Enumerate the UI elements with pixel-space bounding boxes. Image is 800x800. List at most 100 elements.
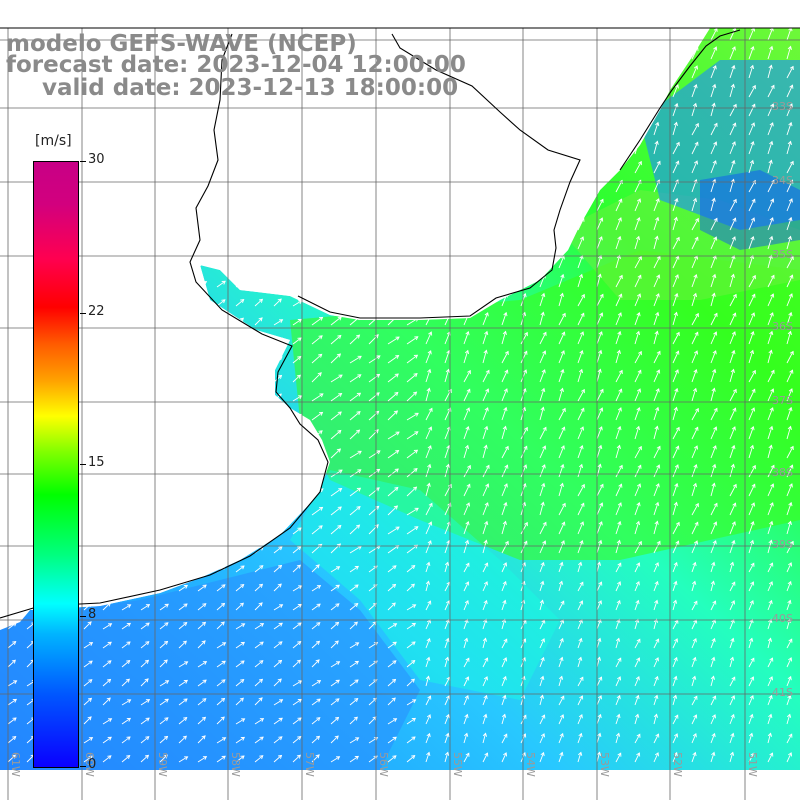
- wind-arrow: [691, 217, 699, 231]
- wind-arrow: [710, 236, 718, 250]
- wind-arrow: [349, 716, 358, 725]
- wind-arrow: [634, 483, 642, 497]
- wind-arrow: [729, 600, 736, 611]
- wind-arrow: [444, 695, 451, 706]
- wind-arrow: [767, 676, 773, 687]
- wind-arrow: [653, 540, 661, 554]
- wind-arrow: [615, 217, 622, 231]
- valid-date: valid date: 2023-12-13 18:00:00: [42, 75, 459, 101]
- wind-arrow: [634, 198, 642, 212]
- wind-arrow: [653, 752, 659, 763]
- wind-arrow: [672, 406, 678, 421]
- wind-arrow: [501, 580, 507, 592]
- wind-arrow: [786, 445, 794, 459]
- wind-arrow: [425, 350, 432, 364]
- wind-arrow: [691, 751, 697, 763]
- wind-arrow: [292, 356, 302, 364]
- wind-arrow: [558, 273, 565, 288]
- wind-arrow: [634, 657, 641, 668]
- wind-arrow: [387, 736, 397, 744]
- wind-arrow: [577, 521, 585, 535]
- wind-arrow: [311, 717, 321, 725]
- wind-arrow: [577, 732, 583, 744]
- wind-arrow: [273, 641, 283, 649]
- wind-arrow: [729, 273, 735, 288]
- wind-arrow: [596, 539, 603, 554]
- wind-arrow: [216, 299, 226, 307]
- wind-arrow: [729, 581, 736, 592]
- wind-arrow: [501, 369, 509, 383]
- wind-arrow: [254, 298, 264, 307]
- wind-arrow: [710, 600, 717, 611]
- wind-arrow: [482, 713, 488, 725]
- wind-arrow: [596, 349, 603, 364]
- wind-arrow: [577, 751, 583, 763]
- wind-arrow: [653, 483, 660, 497]
- wind-arrow: [140, 699, 151, 706]
- wind-arrow: [710, 368, 717, 383]
- wind-arrow: [387, 336, 400, 345]
- wind-arrow: [330, 524, 342, 535]
- wind-arrow: [710, 502, 718, 516]
- wind-arrow: [292, 717, 302, 725]
- wind-arrow: [672, 656, 678, 668]
- wind-arrow: [7, 754, 16, 763]
- wind-arrow: [216, 602, 226, 611]
- wind-arrow: [767, 407, 774, 421]
- wind-arrow: [672, 445, 680, 459]
- wind-arrow: [615, 618, 621, 630]
- wind-arrow: [539, 292, 546, 307]
- wind-arrow: [406, 755, 416, 763]
- wind-arrow: [786, 425, 792, 440]
- wind-arrow: [349, 603, 359, 611]
- wind-arrow: [634, 235, 641, 250]
- wind-arrow: [767, 254, 773, 269]
- wind-arrow: [634, 520, 641, 535]
- wind-arrow: [653, 520, 659, 535]
- wind-arrow: [349, 374, 362, 383]
- wind-arrow: [729, 444, 736, 459]
- wind-arrow: [539, 656, 545, 668]
- wind-arrow: [672, 141, 680, 155]
- wind-arrow: [501, 388, 508, 402]
- wind-arrow: [140, 736, 150, 744]
- wind-arrow: [387, 565, 397, 573]
- wind-arrow: [577, 368, 584, 383]
- wind-arrow: [691, 732, 697, 744]
- wind-arrow: [501, 483, 508, 497]
- wind-arrow: [406, 622, 417, 630]
- wind-arrow: [425, 407, 433, 421]
- wind-arrow: [330, 603, 340, 611]
- wind-arrow: [349, 487, 362, 497]
- wind-arrow: [102, 718, 113, 725]
- wind-arrow: [596, 273, 602, 288]
- wind-arrow: [691, 675, 697, 687]
- wind-arrow: [330, 316, 342, 326]
- wind-arrow: [691, 122, 699, 136]
- wind-arrow: [501, 350, 509, 364]
- wind-arrow: [406, 391, 418, 402]
- wind-arrow: [596, 293, 604, 307]
- wind-arrow: [691, 445, 699, 459]
- wind-arrow: [444, 463, 450, 478]
- wind-arrow: [577, 331, 585, 345]
- wind-arrow: [235, 584, 245, 592]
- wind-arrow: [444, 561, 450, 573]
- wind-arrow: [539, 733, 545, 744]
- wind-arrow: [292, 659, 301, 668]
- wind-arrow: [615, 293, 623, 307]
- wind-arrow: [273, 546, 283, 554]
- wind-arrow: [596, 713, 602, 725]
- wind-arrow: [292, 337, 302, 345]
- wind-arrow: [672, 84, 679, 98]
- wind-arrow: [406, 354, 419, 364]
- wind-arrow: [558, 580, 564, 592]
- wind-arrow: [729, 751, 735, 763]
- wind-arrow: [501, 618, 507, 630]
- wind-arrow: [577, 273, 584, 288]
- wind-arrow: [767, 464, 775, 478]
- wind-arrow: [653, 638, 660, 649]
- colorbar-tick: [80, 616, 86, 617]
- wind-arrow: [330, 679, 340, 687]
- wind-arrow: [330, 506, 342, 516]
